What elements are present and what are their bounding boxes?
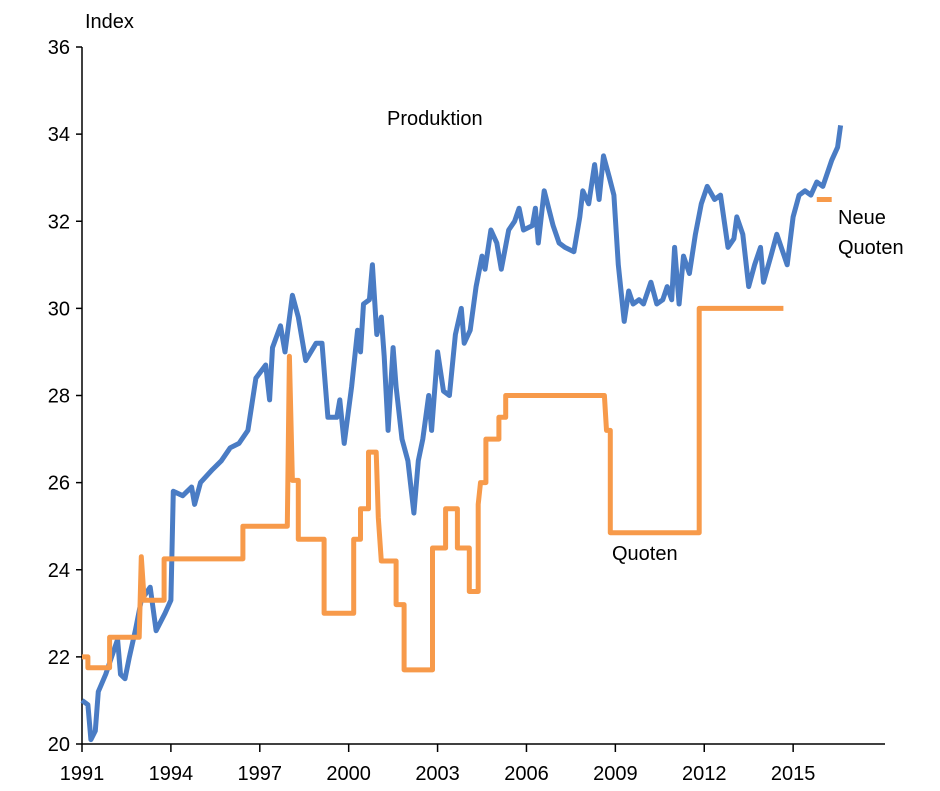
x-tick-label: 2012: [682, 763, 727, 785]
y-tick-label: 24: [48, 560, 70, 582]
x-tick-label: 2006: [504, 763, 549, 785]
series-label-box: Neue Quoten: [838, 207, 904, 259]
x-tick-label: 1997: [238, 763, 283, 785]
x-tick-label: 1991: [60, 763, 105, 785]
series-label-box: Produktion: [387, 108, 483, 130]
y-tick-label: 28: [48, 386, 70, 408]
y-tick-label: 32: [48, 211, 70, 233]
series-label: Quoten: [612, 543, 678, 565]
y-tick-label: 36: [48, 37, 70, 59]
series-label-box: Quoten: [612, 543, 678, 565]
x-tick-label: 2000: [326, 763, 371, 785]
series-label: Produktion: [387, 108, 483, 130]
y-tick-label: 34: [48, 124, 70, 146]
y-tick-label: 20: [48, 734, 70, 756]
y-axis-label: Index: [85, 11, 134, 33]
series-line: [80, 125, 844, 743]
x-tick-label: 1994: [149, 763, 194, 785]
y-tick-label: 26: [48, 473, 70, 495]
y-tick-label: 22: [48, 647, 70, 669]
x-tick-label: 2003: [415, 763, 460, 785]
x-tick-label: 2015: [771, 763, 816, 785]
series-label: Neue Quoten: [838, 207, 904, 259]
x-tick-label: 2009: [593, 763, 638, 785]
series-line: [82, 305, 784, 673]
y-tick-label: 30: [48, 298, 70, 320]
